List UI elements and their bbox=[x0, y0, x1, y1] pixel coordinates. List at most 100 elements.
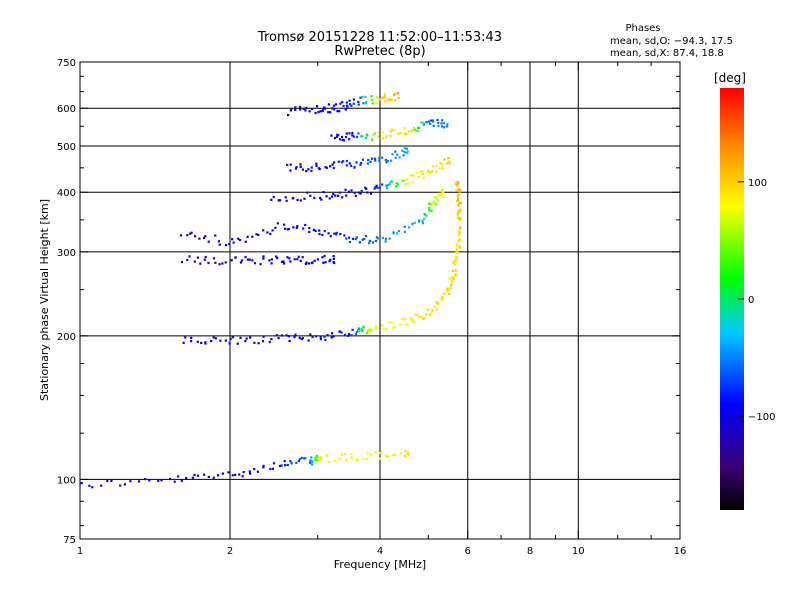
data-point bbox=[358, 241, 362, 244]
data-point bbox=[443, 126, 446, 129]
data-point bbox=[377, 135, 380, 138]
data-point bbox=[417, 220, 420, 223]
data-point bbox=[359, 96, 362, 99]
data-point bbox=[318, 233, 321, 236]
data-point bbox=[204, 235, 207, 238]
data-point bbox=[381, 156, 384, 159]
data-point bbox=[291, 197, 294, 200]
data-point bbox=[328, 260, 331, 263]
data-point bbox=[348, 162, 351, 165]
data-point bbox=[371, 99, 374, 102]
data-point bbox=[246, 258, 249, 261]
data-point bbox=[194, 235, 197, 238]
data-point bbox=[277, 199, 280, 202]
data-point bbox=[228, 243, 231, 246]
data-point bbox=[405, 147, 408, 150]
data-point bbox=[366, 162, 369, 165]
data-point bbox=[356, 135, 359, 139]
data-point bbox=[348, 333, 351, 336]
data-point bbox=[401, 318, 404, 321]
data-point bbox=[413, 126, 416, 129]
data-point bbox=[365, 458, 368, 461]
data-point bbox=[186, 258, 189, 262]
data-point bbox=[374, 451, 377, 454]
data-point bbox=[304, 262, 307, 265]
data-point bbox=[386, 184, 390, 187]
data-point bbox=[361, 135, 364, 138]
data-point bbox=[271, 467, 274, 470]
data-point bbox=[440, 162, 443, 165]
data-point bbox=[389, 135, 392, 138]
data-point bbox=[445, 124, 448, 127]
data-point bbox=[350, 334, 353, 337]
y-tick-label: 750 bbox=[57, 58, 76, 69]
data-point bbox=[396, 183, 399, 186]
data-point bbox=[212, 476, 215, 479]
data-point bbox=[317, 111, 320, 114]
data-point bbox=[350, 453, 353, 456]
data-point bbox=[382, 328, 385, 331]
x-tick-label: 2 bbox=[227, 546, 233, 557]
data-point bbox=[457, 203, 460, 207]
data-point bbox=[357, 191, 360, 194]
data-point bbox=[348, 103, 352, 106]
data-point bbox=[351, 328, 354, 331]
data-point bbox=[221, 472, 224, 475]
data-point bbox=[375, 239, 378, 243]
data-point bbox=[451, 269, 454, 273]
data-point bbox=[389, 180, 392, 183]
data-point bbox=[314, 229, 317, 233]
data-point bbox=[376, 186, 379, 189]
data-point bbox=[301, 256, 304, 259]
data-point bbox=[407, 130, 411, 133]
data-point bbox=[312, 228, 315, 231]
y-tick-label: 500 bbox=[57, 142, 76, 153]
data-point bbox=[335, 231, 338, 234]
data-point bbox=[230, 259, 233, 262]
data-point bbox=[282, 260, 285, 263]
data-point bbox=[388, 237, 391, 240]
data-point bbox=[445, 162, 448, 165]
data-point bbox=[329, 165, 332, 168]
colorbar-tick-label: 0 bbox=[748, 295, 754, 306]
data-point bbox=[270, 258, 273, 261]
data-point bbox=[454, 263, 457, 267]
data-point bbox=[459, 217, 462, 220]
data-point bbox=[394, 185, 398, 188]
data-point bbox=[218, 263, 221, 266]
data-point bbox=[403, 147, 406, 150]
data-point bbox=[423, 317, 426, 320]
data-point bbox=[429, 122, 432, 125]
data-point bbox=[394, 156, 397, 159]
data-point bbox=[266, 231, 269, 234]
data-point bbox=[422, 176, 425, 179]
data-point bbox=[436, 118, 439, 121]
data-point bbox=[299, 163, 302, 166]
data-point bbox=[368, 331, 371, 334]
data-point bbox=[366, 133, 369, 136]
data-point bbox=[456, 194, 459, 197]
data-point bbox=[343, 234, 346, 237]
data-point bbox=[338, 330, 341, 333]
data-point bbox=[402, 179, 406, 182]
data-point bbox=[323, 230, 326, 233]
data-point bbox=[338, 457, 341, 460]
data-point bbox=[372, 102, 375, 105]
data-point bbox=[196, 340, 199, 343]
data-point bbox=[454, 269, 457, 272]
data-point bbox=[386, 99, 389, 102]
data-point bbox=[268, 340, 271, 344]
data-point bbox=[366, 452, 369, 455]
data-point bbox=[455, 189, 458, 192]
y-tick-label: 100 bbox=[57, 475, 76, 486]
data-point bbox=[177, 475, 180, 478]
data-point bbox=[219, 339, 222, 342]
data-point bbox=[283, 262, 286, 265]
data-point bbox=[301, 337, 304, 340]
data-point bbox=[440, 122, 443, 125]
data-point bbox=[296, 198, 299, 202]
data-point bbox=[443, 158, 446, 161]
data-point bbox=[332, 166, 335, 170]
data-point bbox=[354, 238, 357, 241]
x-tick-label: 6 bbox=[465, 546, 471, 557]
